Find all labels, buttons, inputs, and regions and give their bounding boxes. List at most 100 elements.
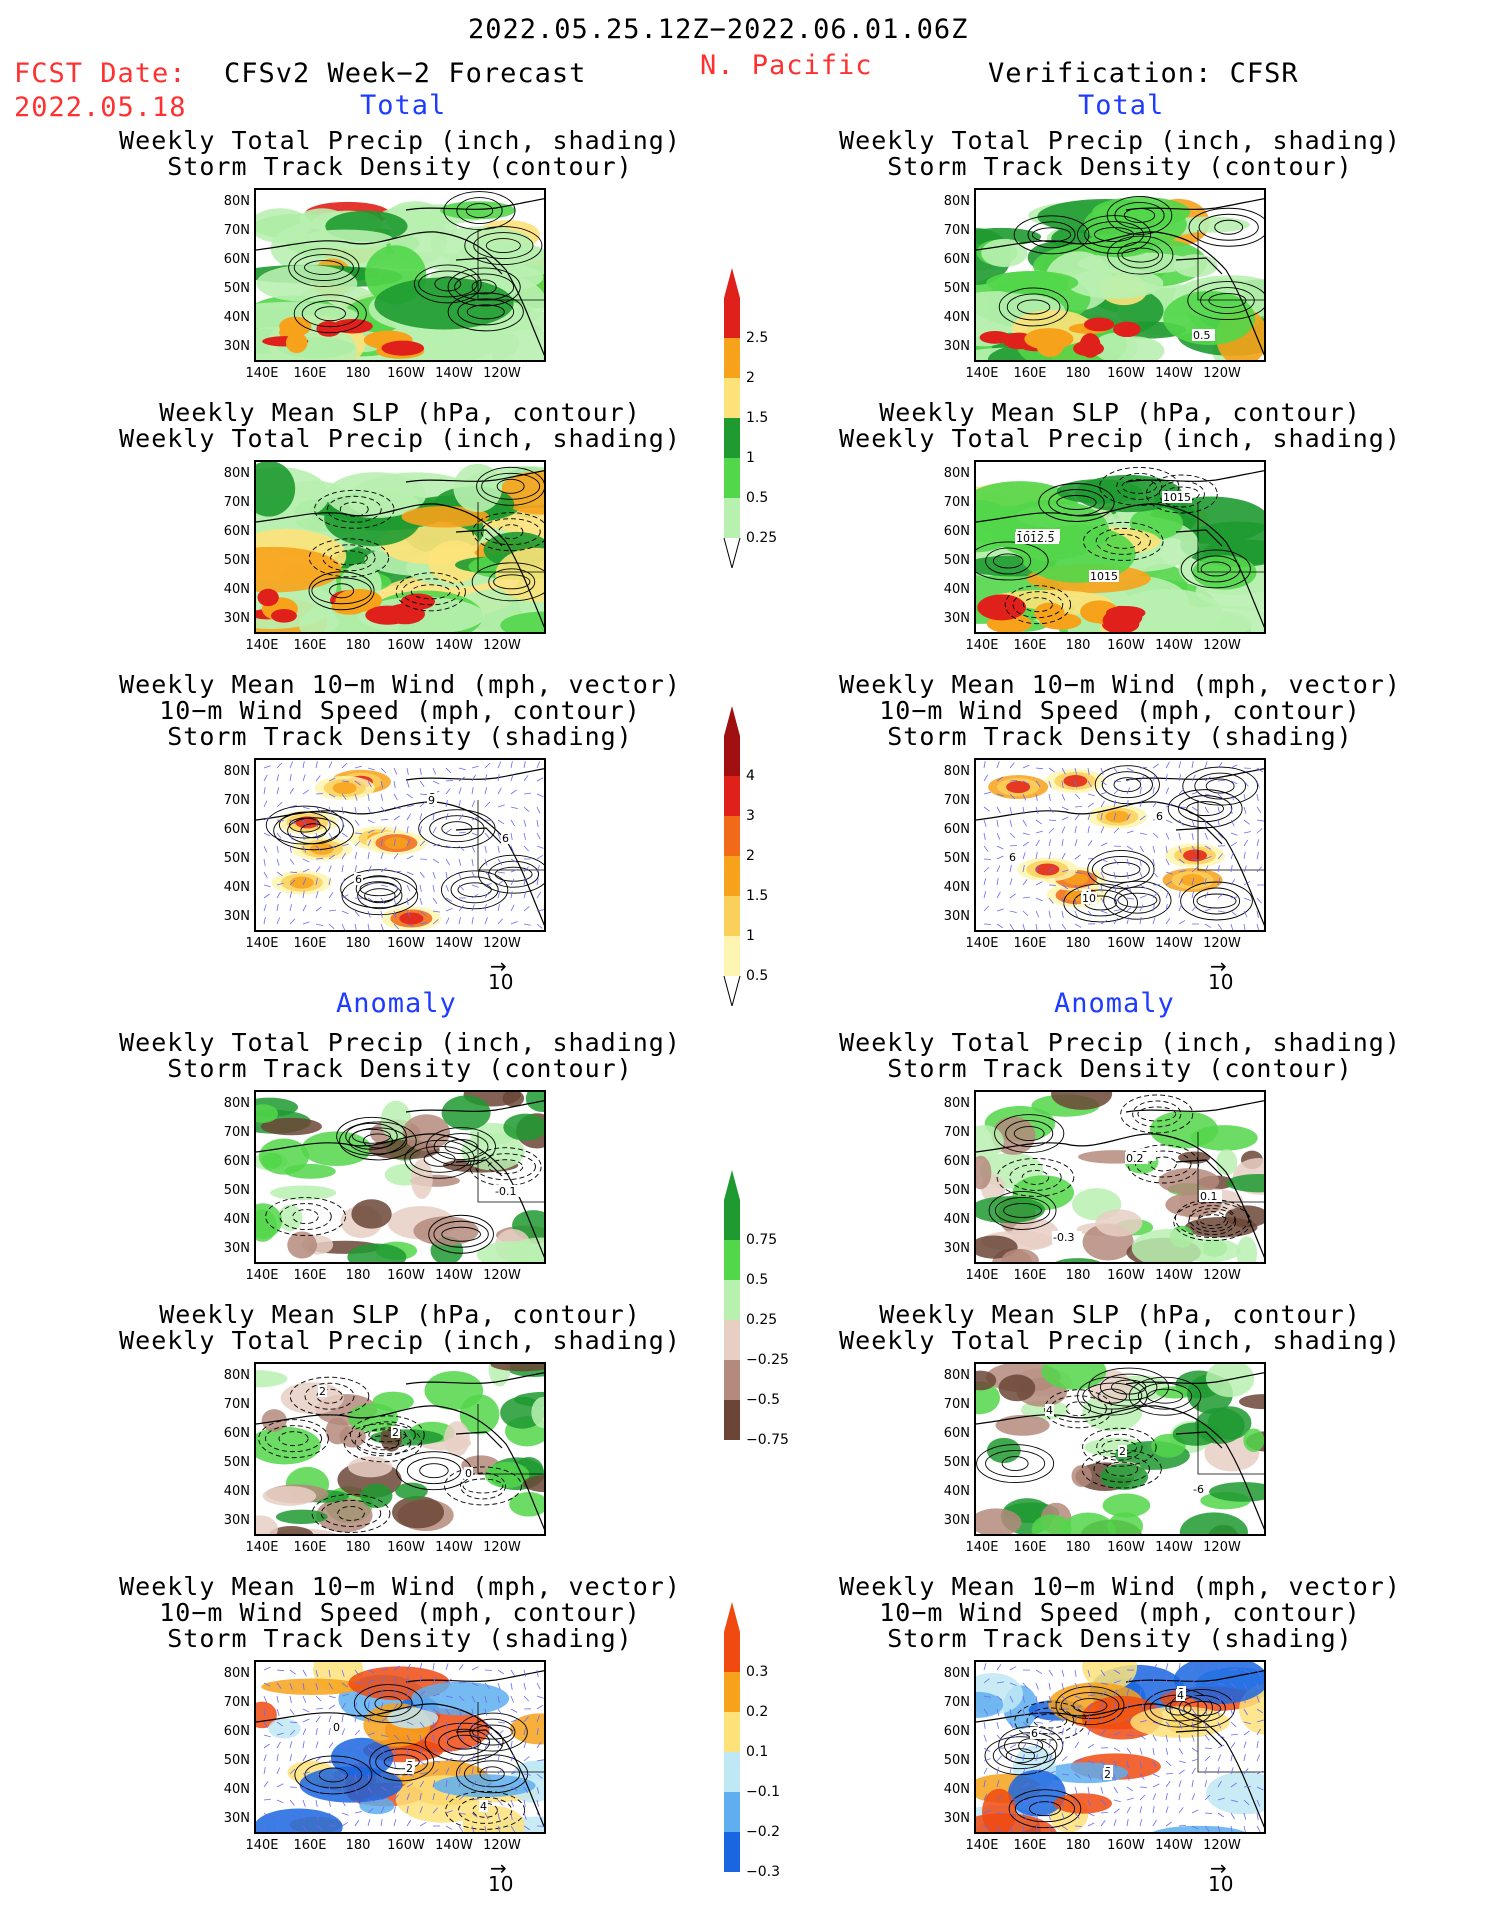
wind-vector: [1100, 800, 1105, 808]
wind-vector: [1139, 845, 1144, 853]
wind-vector: [1087, 793, 1095, 797]
colorbar-swatch: [724, 1832, 740, 1872]
wind-vector: [289, 1729, 296, 1736]
wind-vector: [1139, 1720, 1147, 1723]
wind-vector: [341, 780, 350, 783]
contour-line: [1060, 1692, 1120, 1720]
wind-vector: [1048, 839, 1052, 847]
wind-vector: [1048, 852, 1052, 860]
wind-vector: [302, 1718, 310, 1723]
wind-vector: [1230, 1733, 1239, 1736]
precip-anomaly-cell: [505, 1237, 544, 1262]
wind-vector: [1126, 1806, 1131, 1814]
contour-line: [348, 1127, 408, 1155]
wind-vector: [1165, 761, 1170, 769]
precip-anomaly-cell: [503, 1113, 544, 1141]
wind-vector: [1243, 793, 1246, 801]
wind-vector: [406, 813, 411, 821]
wind-vector: [983, 832, 986, 840]
contour-line: [445, 1790, 526, 1830]
wind-vector: [1217, 1695, 1222, 1703]
contour-label-bg: [332, 1721, 341, 1733]
wind-vector: [1035, 852, 1038, 860]
contour-line: [301, 300, 359, 328]
wind-vector: [983, 1793, 988, 1801]
wind-vector: [1152, 774, 1156, 782]
wind-vector: [445, 1663, 449, 1671]
wind-vector: [1204, 1663, 1210, 1671]
wind-vector: [996, 1812, 1004, 1815]
lat-tick-label: 30N: [943, 1811, 970, 1826]
wind-vector: [510, 891, 513, 899]
wind-vector: [497, 1730, 504, 1736]
colorbar-swatch: [724, 1632, 740, 1672]
lon-tick-label: 140E: [965, 936, 999, 951]
lon-tick-label: 160E: [1013, 936, 1047, 951]
wind-vector: [536, 832, 541, 840]
precip-anomaly-cell: [998, 1374, 1036, 1402]
wind-vector: [1217, 1744, 1225, 1749]
wind-vector: [497, 880, 504, 886]
wind-vector: [328, 1704, 335, 1710]
wind-vector: [367, 1799, 375, 1802]
contour-line: [1188, 1208, 1237, 1236]
wind-vector: [1165, 832, 1170, 840]
wind-vector: [996, 845, 1004, 850]
precip-anomaly-cell: [260, 1117, 322, 1136]
contour-line: [1105, 533, 1142, 549]
wind-vector: [1191, 1825, 1199, 1830]
lat-tick-label: 30N: [223, 339, 250, 354]
wind-vector: [406, 839, 411, 847]
wind-vector: [1022, 1708, 1026, 1716]
wind-vector: [315, 761, 318, 769]
wind-vector: [406, 804, 414, 808]
contour-label: 2: [1119, 1445, 1126, 1458]
wind-vector: [996, 865, 1001, 873]
contour-line: [446, 1734, 482, 1750]
shading-layer: [256, 1364, 544, 1534]
wind-vector: [1256, 780, 1260, 788]
wind-vector: [1009, 1695, 1014, 1703]
wind-vector: [315, 1707, 324, 1710]
wind-vector: [1113, 1819, 1117, 1827]
wind-vector: [1178, 870, 1186, 873]
shading-layer: [256, 1662, 544, 1832]
wind-vector: [1074, 1741, 1080, 1749]
wind-vector: [1217, 923, 1223, 930]
wind-vector: [263, 1781, 269, 1788]
wind-vector: [315, 1741, 319, 1749]
contour-line: [441, 1226, 481, 1242]
wind-vector: [523, 1825, 531, 1831]
wind-vector: [1022, 1733, 1030, 1736]
contour-line: [1026, 1707, 1075, 1735]
contour-label-bg: [1192, 329, 1215, 341]
wind-vector: [1178, 1721, 1182, 1729]
lat-tick-label: 60N: [943, 252, 970, 267]
wind-vector: [497, 1825, 501, 1832]
heavy-precip-cell: [1024, 328, 1074, 350]
lon-tick-label: 120W: [483, 638, 521, 653]
wind-vector: [1048, 793, 1051, 801]
precip-anomaly-cell: [256, 1515, 278, 1534]
wind-vector: [458, 814, 464, 821]
wind-vector: [432, 1708, 440, 1714]
lat-tick-label: 40N: [943, 582, 970, 597]
wind-vector: [367, 1715, 372, 1723]
wind-vector: [367, 1819, 371, 1827]
wind-vector: [406, 1734, 411, 1742]
wind-vector: [263, 871, 268, 879]
wind-vector: [983, 1721, 986, 1729]
wind-vector: [393, 1665, 400, 1671]
wind-vector: [484, 1741, 490, 1749]
wind-vector: [458, 776, 465, 782]
wind-vector: [1022, 1721, 1029, 1727]
precip-anomaly-cell: [1216, 1149, 1238, 1176]
wind-vector: [1152, 858, 1155, 866]
wind-vector: [1048, 1695, 1052, 1703]
wind-vector: [1139, 1702, 1145, 1710]
wind-vector: [471, 1721, 476, 1729]
wind-vector: [1178, 1824, 1187, 1827]
contour-line: [465, 203, 494, 219]
panel-title-line: Weekly Mean 10−m Wind (mph, vector): [839, 670, 1401, 699]
storm-cell: [1180, 874, 1205, 887]
